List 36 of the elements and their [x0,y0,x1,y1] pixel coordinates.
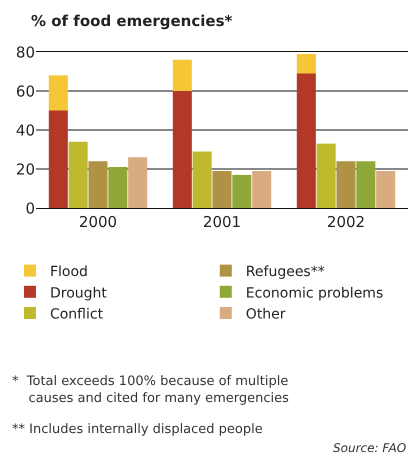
source-note: Source: FAO [333,441,406,455]
bar [172,91,192,208]
bar [296,73,316,208]
legend-label: Other [246,306,286,322]
x-tick-label: 2001 [202,213,242,231]
y-tick-label: 40 [16,121,35,140]
y-tick-label: 60 [16,82,35,100]
bar [316,144,336,208]
bar [192,151,212,208]
legend-label: Flood [50,264,88,280]
y-tick-label: 80 [16,43,35,62]
bar [212,170,232,208]
text: ** Includes internally displaced people [12,422,263,437]
bar [108,167,128,208]
legend-label: Economic problems [246,285,384,302]
bar [48,110,68,208]
bar [376,170,396,208]
bar [172,60,192,91]
bar [336,161,356,208]
bar [356,161,376,208]
bar [48,75,68,110]
legend-label: Conflict [50,306,104,322]
bar [252,170,272,208]
text: * Total exceeds 100% because of multiple causes and cited for many emergencies [12,374,290,406]
bar [232,174,252,208]
bar [296,54,316,74]
y-tick-label: 20 [16,160,35,178]
bar [88,161,108,208]
y-tick-label: 0 [25,199,35,218]
x-tick-label: 2000 [78,213,118,231]
legend-label: Refugees** [246,264,325,280]
bar [128,157,148,208]
x-tick-label: 2002 [326,213,366,231]
legend-label: Drought [50,285,108,302]
bar [68,142,88,208]
y-axis-title: % of food emergencies* [31,12,232,30]
